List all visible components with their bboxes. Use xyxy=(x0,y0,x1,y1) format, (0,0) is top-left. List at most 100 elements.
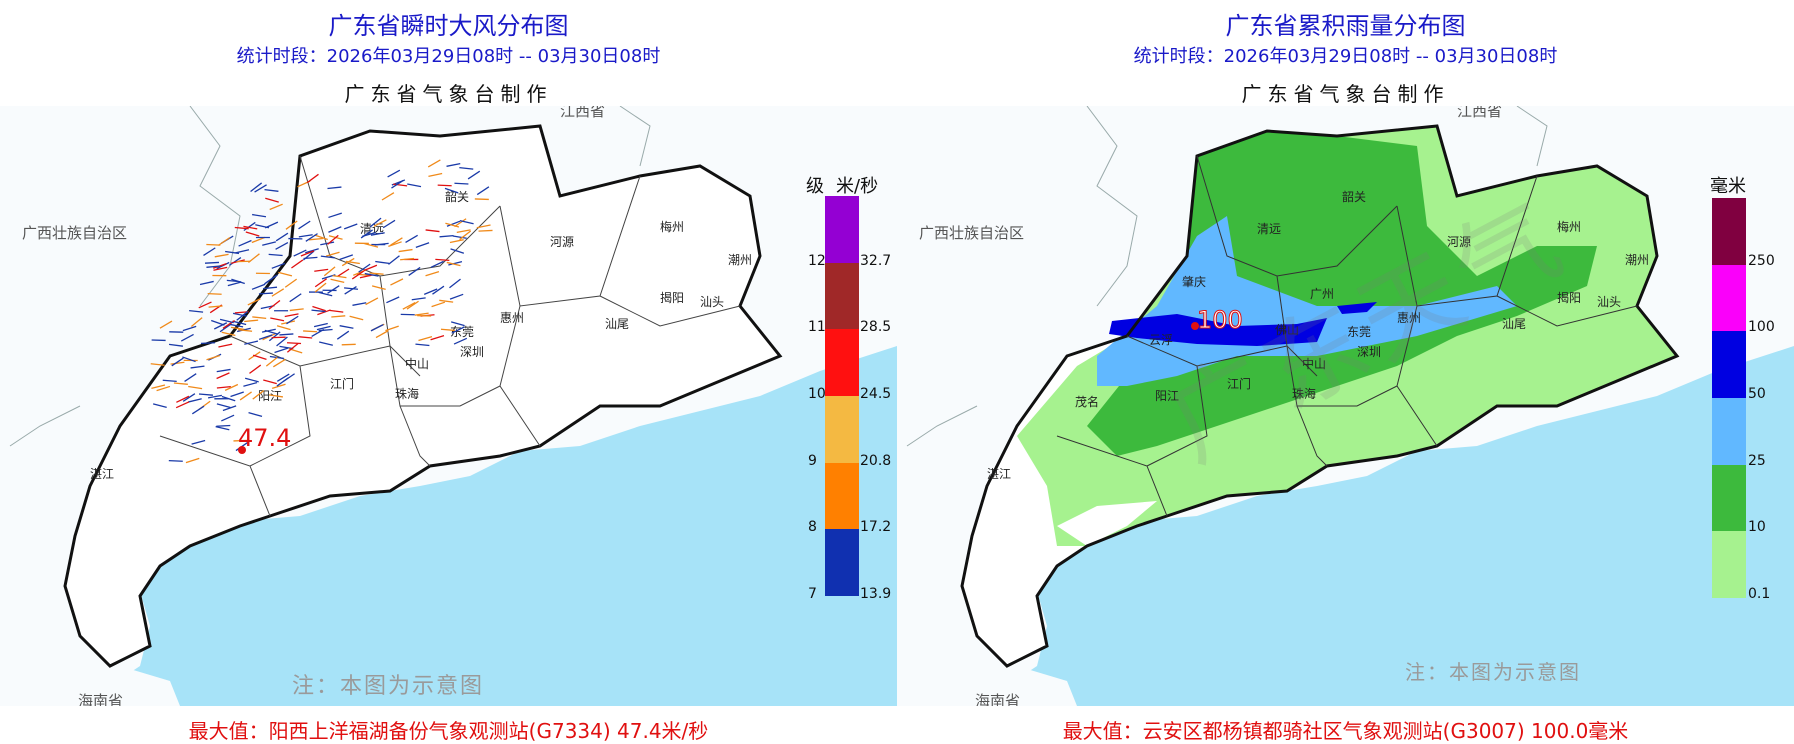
wind-barb xyxy=(216,403,231,409)
wind-legend-swatch xyxy=(825,462,859,530)
wind-legend-speed: 24.5 xyxy=(860,386,892,402)
wind-barb xyxy=(336,268,350,278)
rain-map-panel: 广东省累积雨量分布图 统计时段：2026年03月29日08时 -- 03月30日… xyxy=(897,0,1794,744)
wind-barb xyxy=(278,271,293,277)
wind-barb xyxy=(415,242,430,249)
wind-barb xyxy=(382,219,396,229)
wind-barb xyxy=(254,184,267,193)
svg-text:深圳: 深圳 xyxy=(1357,345,1381,359)
wind-barb xyxy=(286,315,299,325)
wind-legend-level: 9 xyxy=(808,452,817,469)
svg-text:江西省: 江西省 xyxy=(560,106,605,120)
wind-barb xyxy=(291,259,304,269)
wind-barb xyxy=(217,236,231,246)
wind-barb xyxy=(207,394,222,399)
wind-barb xyxy=(213,266,228,271)
wind-barb xyxy=(293,249,307,257)
wind-legend-speed-unit: 米/秒 xyxy=(836,176,879,197)
city-labels: 韶关 清远 河源 梅州 潮州 揭阳 汕头 汕尾 惠州 东莞 深圳 中山 江门 珠… xyxy=(90,189,752,481)
wind-max-point xyxy=(238,446,246,454)
wind-barb xyxy=(268,253,283,257)
wind-barb xyxy=(375,330,389,339)
wind-legend-swatch xyxy=(825,529,859,596)
rain-legend-swatch xyxy=(1712,331,1746,398)
wind-barb xyxy=(275,242,289,250)
wind-barb xyxy=(314,282,327,293)
wind-barb xyxy=(175,401,190,409)
wind-barb xyxy=(188,385,203,390)
wind-barb xyxy=(269,203,283,211)
wind-barb xyxy=(370,323,384,332)
wind-barb xyxy=(375,260,390,265)
wind-barb xyxy=(276,325,291,331)
rain-legend-bar xyxy=(1712,198,1746,598)
wind-barb xyxy=(252,213,267,218)
wind-barb xyxy=(444,187,459,194)
rain-band-50 xyxy=(1109,314,1327,346)
wind-barb xyxy=(390,237,403,246)
wind-barb xyxy=(446,261,461,267)
svg-text:海南省: 海南省 xyxy=(975,692,1020,706)
wind-barb xyxy=(219,318,234,324)
svg-text:揭阳: 揭阳 xyxy=(1557,290,1581,305)
wind-barb xyxy=(298,220,311,230)
wind-barb xyxy=(320,241,335,246)
rain-map-title: 广东省累积雨量分布图 xyxy=(1225,12,1466,40)
wind-barb xyxy=(448,261,463,266)
wind-barb xyxy=(371,285,386,290)
wind-barb xyxy=(319,341,333,346)
svg-text:江门: 江门 xyxy=(1227,376,1251,391)
wind-barb xyxy=(176,395,190,403)
wind-barb xyxy=(180,333,194,342)
wind-barb xyxy=(236,311,249,321)
wind-barb xyxy=(230,391,244,398)
wind-barb xyxy=(251,283,266,290)
wind-legend-level: 10 xyxy=(808,386,826,402)
wind-barb xyxy=(352,302,367,306)
svg-text:清远: 清远 xyxy=(1257,222,1281,236)
wind-barb xyxy=(312,305,326,312)
wind-barb xyxy=(308,237,323,241)
wind-legend-swatch xyxy=(825,329,859,396)
wind-barb xyxy=(243,381,258,387)
wind-barb xyxy=(328,226,342,233)
wind-barb xyxy=(285,220,298,230)
wind-legend-swatch xyxy=(825,196,859,263)
wind-barb xyxy=(317,309,331,316)
wind-barb xyxy=(264,189,279,192)
wind-barb xyxy=(298,336,313,339)
wind-barb xyxy=(279,345,294,350)
svg-text:韶关: 韶关 xyxy=(445,189,469,204)
wind-barb xyxy=(449,293,464,300)
svg-text:江西省: 江西省 xyxy=(1457,106,1502,120)
wind-barb xyxy=(261,328,276,333)
svg-text:梅州: 梅州 xyxy=(660,219,684,234)
wind-barb xyxy=(352,269,367,276)
wind-barb xyxy=(168,460,183,462)
wind-barb xyxy=(407,183,422,188)
wind-barb xyxy=(313,322,328,328)
wind-barb xyxy=(430,260,444,268)
wind-barb xyxy=(234,226,249,230)
wind-barb xyxy=(255,224,270,229)
wind-barb xyxy=(440,328,455,332)
wind-barb xyxy=(365,297,379,306)
wind-legend-level: 12 xyxy=(808,252,826,269)
svg-text:珠海: 珠海 xyxy=(395,386,419,401)
wind-barb xyxy=(316,325,331,331)
wind-barb xyxy=(449,278,461,289)
rain-note: 注：本图为示意图 xyxy=(1405,660,1581,684)
rain-legend-threshold: 250 xyxy=(1748,252,1775,269)
rain-legend-swatch xyxy=(1712,398,1746,465)
wind-barb xyxy=(265,356,278,367)
wind-barb xyxy=(428,172,443,178)
wind-barb xyxy=(263,379,277,385)
wind-barb xyxy=(262,241,276,246)
guangdong-outline xyxy=(960,124,1680,668)
wind-barb xyxy=(279,333,294,336)
wind-period-text: 统计时段：2026年03月29日08时 -- 03月30日08时 xyxy=(236,46,661,67)
svg-text:汕头: 汕头 xyxy=(1597,295,1621,309)
wind-barb xyxy=(328,212,342,219)
wind-barb xyxy=(305,233,318,242)
svg-text:海南省: 海南省 xyxy=(78,692,123,706)
